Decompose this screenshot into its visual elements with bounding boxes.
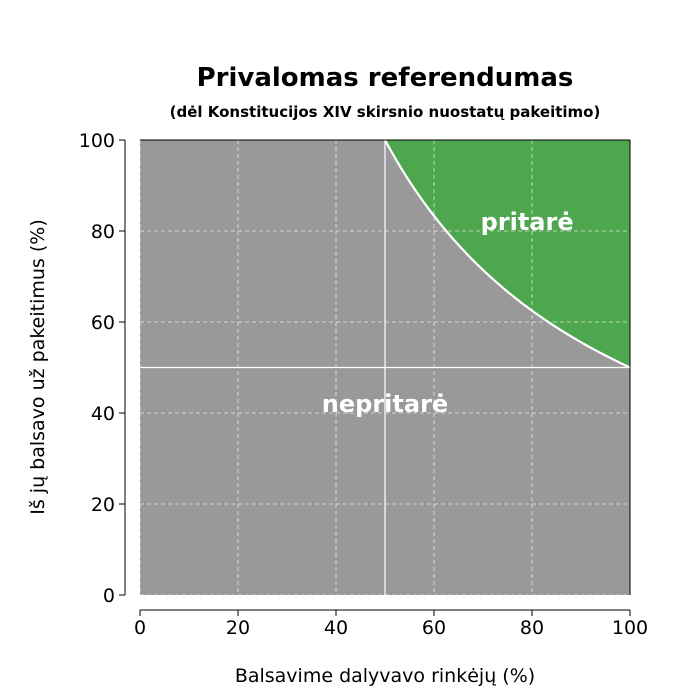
y-tick-label: 40 — [91, 403, 115, 425]
region-label-nepritare: nepritarė — [322, 390, 448, 418]
y-tick-label: 0 — [103, 585, 115, 607]
chart-title: Privalomas referendumas — [197, 63, 574, 93]
x-tick-label: 20 — [226, 617, 250, 639]
x-tick-label: 60 — [422, 617, 446, 639]
boundary-curve — [384, 139, 631, 369]
x-axis-label: Balsavime dalyvavo rinkėjų (%) — [235, 665, 535, 687]
x-tick-label: 0 — [134, 617, 146, 639]
x-tick-label: 40 — [324, 617, 348, 639]
x-tick-label: 100 — [612, 617, 648, 639]
y-tick-label: 100 — [79, 130, 115, 152]
region-label-pritare: pritarė — [481, 208, 574, 236]
y-tick-label: 80 — [91, 221, 115, 243]
y-tick-label: 60 — [91, 312, 115, 334]
x-tick-label: 80 — [520, 617, 544, 639]
plot-area: 0 20 40 60 80 100 0 20 40 60 80 100 pritarė nepritarė — [79, 130, 648, 639]
y-axis-label: Iš jų balsavo už pakeitimus (%) — [27, 219, 49, 514]
chart-subtitle: (dėl Konstitucijos XIV skirsnio nuostatų… — [170, 103, 601, 121]
region-pritare — [385, 140, 630, 368]
y-tick-label: 20 — [91, 494, 115, 516]
